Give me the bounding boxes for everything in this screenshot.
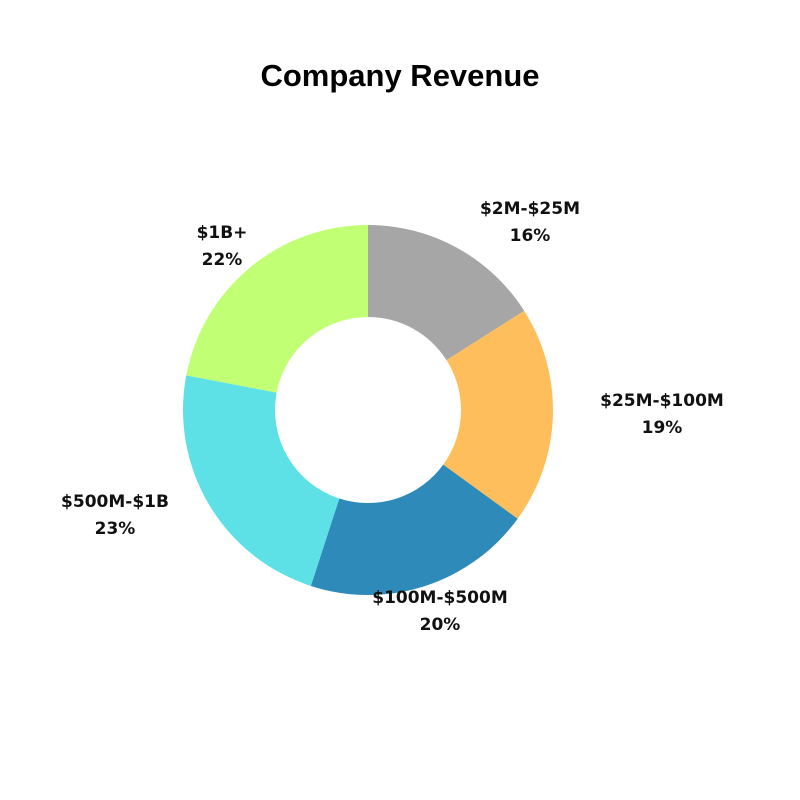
donut-slices xyxy=(182,225,553,595)
chart-title: Company Revenue xyxy=(260,58,540,93)
slice-percent: 22% xyxy=(202,250,243,270)
slice-percent: 23% xyxy=(95,519,136,539)
slice-label: $25M-$100M xyxy=(600,391,724,411)
slice-0 xyxy=(368,225,525,361)
slice-percent: 20% xyxy=(420,615,461,635)
slice-label: $500M-$1B xyxy=(61,492,169,512)
slice-percent: 19% xyxy=(642,418,683,438)
slice-3 xyxy=(182,375,340,586)
slice-label: $100M-$500M xyxy=(372,588,508,608)
slice-label: $2M-$25M xyxy=(480,199,580,219)
slice-4 xyxy=(186,225,368,393)
slice-1 xyxy=(443,310,553,519)
slice-percent: 16% xyxy=(510,226,551,246)
slice-label: $1B+ xyxy=(197,223,248,243)
slice-labels: $2M-$25M 16% $25M-$100M 19% $100M-$500M 20% $5… xyxy=(61,199,724,635)
slice-2 xyxy=(310,464,518,595)
